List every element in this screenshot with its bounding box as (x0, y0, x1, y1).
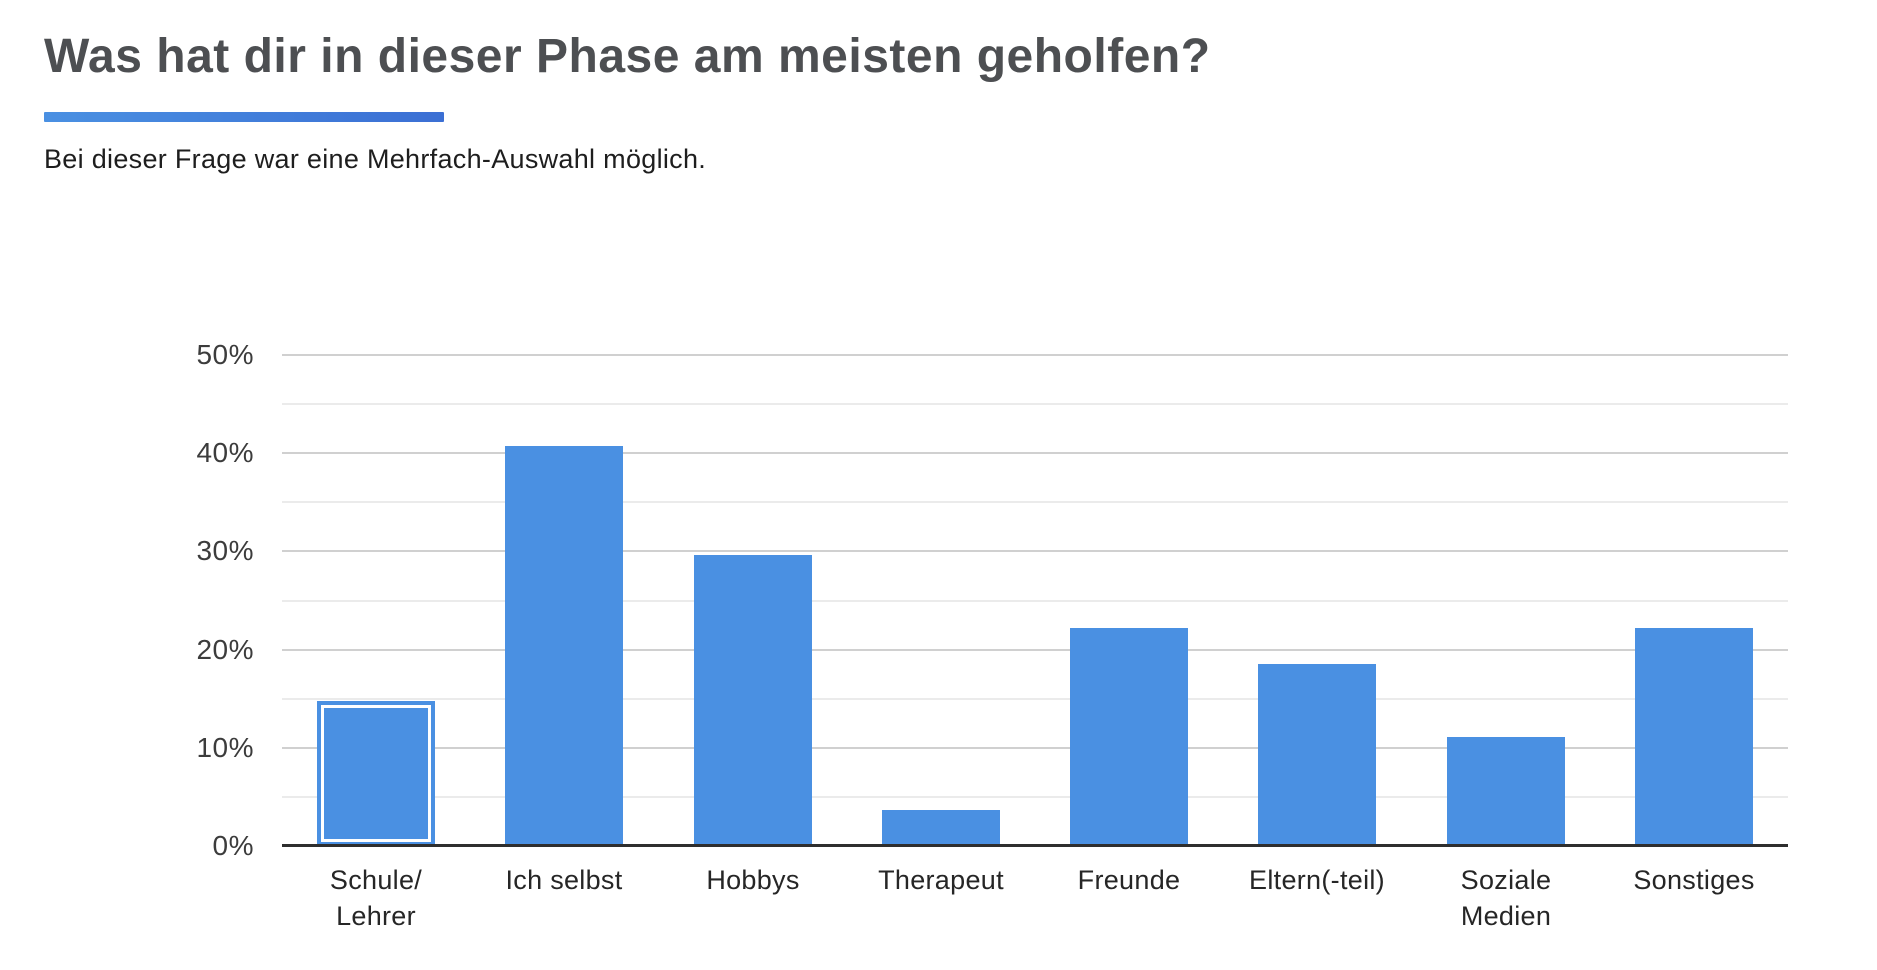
x-axis-label: Hobbys (706, 865, 800, 895)
x-axis-label: Therapeut (878, 865, 1004, 895)
y-axis-label: 10% (196, 731, 254, 763)
page-title: Was hat dir in dieser Phase am meisten g… (44, 30, 1211, 83)
chart-header: Was hat dir in dieser Phase am meisten g… (44, 28, 1211, 175)
y-axis-label: 20% (196, 633, 254, 665)
gridline-major (282, 746, 1788, 749)
bar-eltern-teil- (1258, 664, 1376, 846)
bar-schule-lehrer (317, 701, 435, 846)
bar-freunde (1070, 628, 1188, 846)
y-axis-label: 30% (196, 535, 254, 567)
gridline-minor (282, 403, 1788, 406)
x-axis-label: Ich selbst (505, 865, 623, 895)
gridline-minor (282, 599, 1788, 602)
bar-therapeut (882, 810, 1000, 846)
bar-chart-plot-area: 0% 10% 20% 30% 40% 50% Schule/Lehrer Ich selbst… (196, 339, 1788, 931)
x-axis-label: Schule/Lehrer (329, 865, 423, 932)
y-axis-label: 40% (196, 437, 254, 469)
gridline-minor (282, 697, 1788, 700)
gridline-major (282, 354, 1788, 356)
y-axis-label: 50% (196, 339, 254, 370)
chart-subtitle: Bei dieser Frage war eine Mehrfach-Auswa… (44, 143, 707, 174)
bar-sonstiges (1635, 628, 1753, 846)
title-underline-accent (44, 111, 444, 122)
gridline-major (282, 648, 1788, 651)
bar-hobbys (694, 555, 812, 846)
gridline-minor (282, 795, 1788, 798)
y-axis-label: 0% (212, 830, 254, 861)
x-axis-label: Sonstiges (1633, 865, 1755, 895)
x-axis-label: Freunde (1077, 865, 1181, 895)
x-axis-line (282, 844, 1788, 847)
bar-soziale-medien (1447, 737, 1565, 846)
gridline-major (282, 452, 1788, 455)
bar-ich-selbst (505, 446, 623, 846)
gridline-minor (282, 501, 1788, 504)
x-axis-label: Eltern(-teil) (1249, 865, 1385, 895)
gridline-major (282, 550, 1788, 553)
x-axis-label: Soziale Medien (1460, 865, 1552, 932)
